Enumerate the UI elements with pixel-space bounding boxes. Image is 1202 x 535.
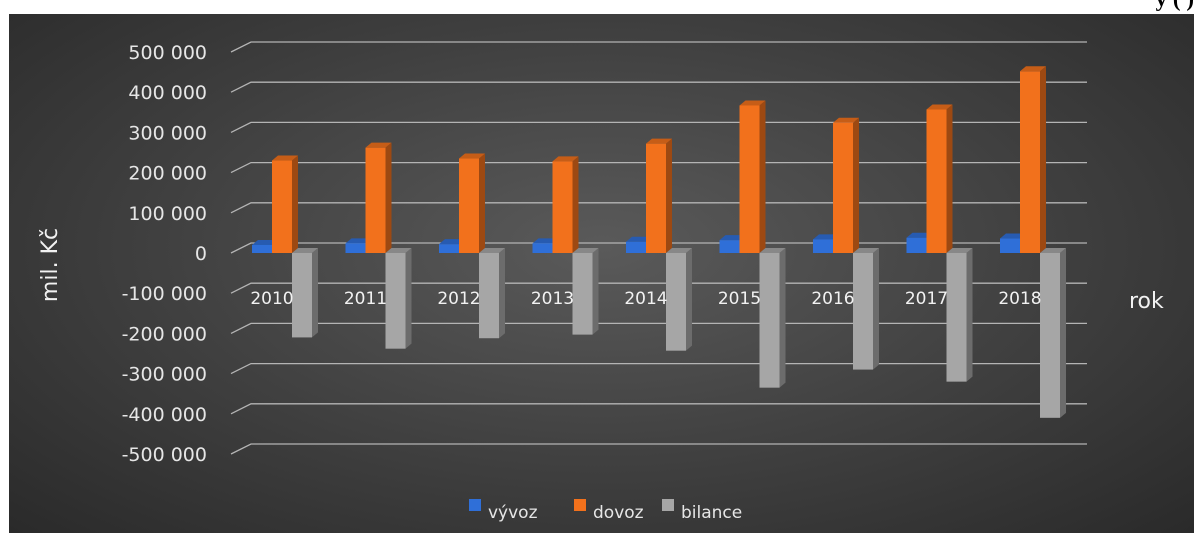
- legend-item-vývoz: vývoz: [469, 499, 538, 523]
- bar-bilance-2014: [666, 248, 692, 351]
- x-category-label: 2018: [998, 289, 1041, 309]
- bars: [252, 66, 1066, 418]
- x-category-label: 2012: [437, 289, 480, 309]
- gridline: [230, 161, 1087, 174]
- chart-area: 500 000 400 000 300 000 200 000 100 000 0 -100…: [9, 14, 1194, 533]
- legend-label: bilance: [681, 503, 742, 523]
- bar-dovoz-2015: [739, 100, 766, 253]
- bar-bilance-2010: [292, 248, 318, 338]
- gridline: [230, 41, 1087, 53]
- y-tick-label: -200 000: [122, 323, 207, 345]
- bar-bilance-2018: [1040, 248, 1066, 418]
- y-tick-label: -500 000: [122, 444, 207, 466]
- legend-item-bilance: bilance: [662, 499, 742, 523]
- bar-bilance-2013: [572, 248, 599, 335]
- legend-swatch: [662, 499, 674, 511]
- bar-dovoz-2014: [646, 138, 672, 253]
- bar-dovoz-2017: [926, 104, 953, 254]
- x-category-label: 2011: [344, 289, 387, 309]
- x-category-label: 2013: [531, 289, 574, 309]
- y-tick-label: -100 000: [122, 283, 207, 305]
- y-tick-label: 0: [195, 243, 207, 265]
- x-category-label: 2015: [718, 289, 761, 309]
- page-title: y ( ): [0, 0, 1202, 14]
- bar-chart: 500 000 400 000 300 000 200 000 100 000 0 -100…: [38, 41, 1164, 523]
- bar-dovoz-2012: [459, 153, 485, 253]
- gridlines: [230, 41, 1087, 455]
- x-category-label: 2016: [811, 289, 854, 309]
- y-axis-title: mil. Kč: [38, 228, 63, 302]
- x-category-label: 2017: [905, 289, 948, 309]
- y-axis-tick-labels: 500 000 400 000 300 000 200 000 100 000 0 -100…: [122, 42, 207, 466]
- bar-dovoz-2011: [365, 142, 392, 253]
- bar-dovoz-2018: [1020, 66, 1046, 253]
- legend-item-dovoz: dovoz: [574, 499, 644, 523]
- y-tick-label: 200 000: [128, 163, 207, 185]
- bar-dovoz-2013: [552, 156, 579, 253]
- gridline: [230, 202, 1087, 214]
- legend: vývoz dovoz bilance: [469, 499, 742, 523]
- bar-bilance-2016: [853, 248, 879, 370]
- gridline: [230, 282, 1087, 294]
- gridline: [230, 242, 1087, 254]
- bar-bilance-2015: [759, 248, 786, 388]
- x-axis-category-labels: 2010 2011 2012 2013 2014 2015 2016 2017 2018: [250, 289, 1041, 309]
- legend-label: dovoz: [593, 503, 644, 523]
- y-tick-label: -300 000: [122, 364, 207, 386]
- gridline: [230, 443, 1087, 455]
- y-tick-label: 300 000: [128, 122, 207, 144]
- bar-dovoz-2016: [833, 117, 859, 253]
- bar-dovoz-2010: [272, 155, 298, 253]
- legend-swatch: [574, 499, 586, 511]
- x-category-label: 2014: [624, 289, 667, 309]
- chart-title-clipped: y ( ): [1156, 0, 1194, 12]
- gridline: [230, 81, 1087, 93]
- y-tick-label: -400 000: [122, 404, 207, 426]
- y-tick-label: 100 000: [128, 203, 207, 225]
- bar-bilance-2017: [946, 248, 973, 382]
- x-category-label: 2010: [250, 289, 293, 309]
- bar-bilance-2011: [385, 248, 412, 349]
- gridline: [230, 121, 1087, 133]
- y-tick-label: 400 000: [128, 82, 207, 104]
- gridline: [230, 322, 1087, 334]
- legend-swatch: [469, 499, 481, 511]
- legend-label: vývoz: [488, 503, 538, 523]
- gridline: [230, 403, 1087, 415]
- gridline: [230, 362, 1087, 375]
- bar-bilance-2012: [479, 248, 505, 339]
- x-axis-title: rok: [1129, 289, 1164, 314]
- y-tick-label: 500 000: [128, 42, 207, 64]
